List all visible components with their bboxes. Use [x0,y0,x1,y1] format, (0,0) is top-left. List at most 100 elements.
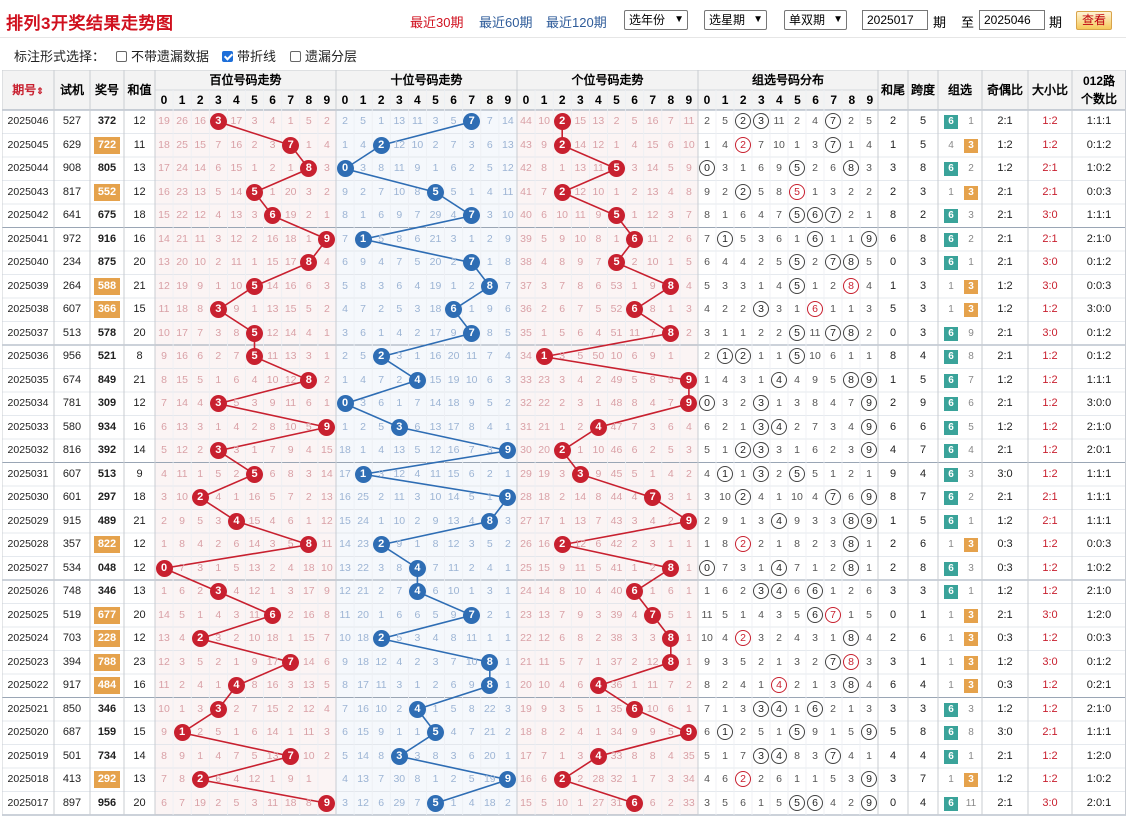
issue-number: 2025019 [7,749,49,762]
hundreds-miss-count: 4 [179,632,186,644]
group-hit-circle: 2 [735,113,751,129]
hundreds-hit-ball: 8 [300,371,318,389]
row-bg-stats [878,321,1126,345]
row-bg [2,345,155,369]
span-value: 5 [919,514,927,527]
units-miss-count: 37 [520,279,532,292]
group-miss-count: 1 [758,561,764,574]
trial-number: 817 [62,185,82,198]
hundreds-miss-count: 12 [176,444,188,456]
group-miss-count: 8 [776,185,782,198]
tens-miss-count: 6 [432,585,439,597]
sum-value: 15 [133,726,146,738]
hundreds-miss-count: 2 [323,185,330,198]
group-miss-count: 1 [740,162,746,174]
sort-icon[interactable]: ⇕ [36,86,44,96]
units-miss-count: 3 [595,608,602,621]
hundreds-miss-count: 12 [248,585,261,597]
nav-recent-60[interactable]: 最近60期 [479,15,533,30]
group-miss-count: 6 [830,162,836,174]
sum-tail: 6 [889,232,897,245]
group6-tag: 6 [944,162,958,176]
tens-miss-count: 1 [414,350,421,362]
from-issue-input[interactable]: 2025017 [862,10,928,30]
route-ratio: 2:1:0 [1086,420,1112,433]
checkbox-icon[interactable] [116,51,127,62]
big-small-ratio: 1:2 [1042,585,1058,597]
group-hit-circle: 2 [735,771,751,787]
units-miss-count: 10 [610,350,623,362]
tens-miss-count: 3 [486,585,493,597]
query-button[interactable]: 查看 [1076,11,1112,30]
odd-even-ratio: 3:0 [997,726,1013,738]
row-bg [2,392,155,416]
group-miss-count: 3 [776,608,782,621]
tens-miss-count: 15 [339,514,351,527]
group-hit-circle: 1 [717,465,733,482]
tens-miss-count: 2 [504,796,511,809]
hundreds-miss-count: 10 [284,420,297,433]
group-hit-circle: 1 [717,724,733,740]
from-suffix: 期 [933,15,947,30]
row-bg [2,721,155,745]
units-hit-ball: 8 [662,653,680,671]
units-hit-ball: 4 [589,747,607,765]
group3-tag: 3 [968,468,974,480]
tens-hit-ball: 7 [463,113,481,131]
tens-miss-count: 1 [360,444,367,456]
tens-miss-count: 8 [414,773,421,785]
issue-number: 2025044 [7,162,49,174]
group-miss-count: 3 [812,749,818,762]
tens-miss-count: 7 [360,303,367,315]
group-miss-count: 6 [722,585,728,597]
hundreds-miss-count: 15 [302,632,315,644]
option-miss-layer[interactable]: 遗漏分层 [290,46,357,65]
week-select[interactable]: 选星期 ▼ [704,10,767,30]
units-miss-count: 1 [631,209,638,221]
tens-hit-ball: 4 [408,583,426,601]
hundreds-miss-count: 1 [287,162,294,174]
tens-hit-ball: 1 [354,465,372,483]
group-hit-circle: 7 [825,136,841,153]
group3-tag: 9 [968,327,974,339]
to-issue-input[interactable]: 2025046 [979,10,1045,30]
hundreds-hit-ball: 7 [282,136,300,154]
tens-hit-ball: 9 [499,771,517,789]
issue-number: 2025026 [7,585,49,597]
group-miss-count: 4 [812,115,818,127]
units-miss-count: 5 [667,162,674,174]
group-miss-count: 1 [722,444,728,456]
issue-number: 2025027 [7,561,49,574]
group-miss-count: 1 [866,749,872,762]
hundreds-miss-count: 1 [215,279,222,292]
checkbox-icon[interactable] [290,51,301,62]
nav-recent-120[interactable]: 最近120期 [546,15,607,30]
units-miss-count: 52 [610,303,623,315]
year-select[interactable]: 选年份 ▼ [624,10,688,30]
units-miss-count: 21 [520,655,532,668]
route-ratio: 0:1:2 [1086,655,1112,668]
tens-miss-count: 30 [393,773,406,785]
hundreds-miss-count: 9 [179,514,186,527]
option-polyline[interactable]: 带折线 [222,46,276,65]
units-miss-count: 6 [559,632,566,644]
units-miss-count: 1 [559,514,566,527]
group-hit-circle: 6 [807,794,823,811]
option-no-miss[interactable]: 不带遗漏数据 [116,46,209,65]
group-miss-count: 1 [704,585,710,597]
sum-tail: 1 [889,138,897,151]
hundreds-miss-count: 3 [305,467,312,480]
nav-recent-30[interactable]: 最近30期 [410,15,464,30]
tens-miss-count: 10 [375,702,388,715]
checkbox-checked-icon[interactable] [222,51,233,62]
units-miss-count: 5 [577,350,584,362]
chevron-down-icon: ▼ [833,14,843,25]
hundreds-miss-count: 5 [179,608,186,621]
group-miss-count: 5 [866,256,872,268]
group3-tag: 3 [968,703,974,715]
tens-miss-count: 6 [414,232,421,245]
big-small-ratio: 1:2 [1042,373,1058,386]
hundreds-miss-count: 12 [284,373,297,386]
route-ratio: 2:0:1 [1086,796,1112,809]
parity-select[interactable]: 单双期 ▼ [784,10,847,30]
